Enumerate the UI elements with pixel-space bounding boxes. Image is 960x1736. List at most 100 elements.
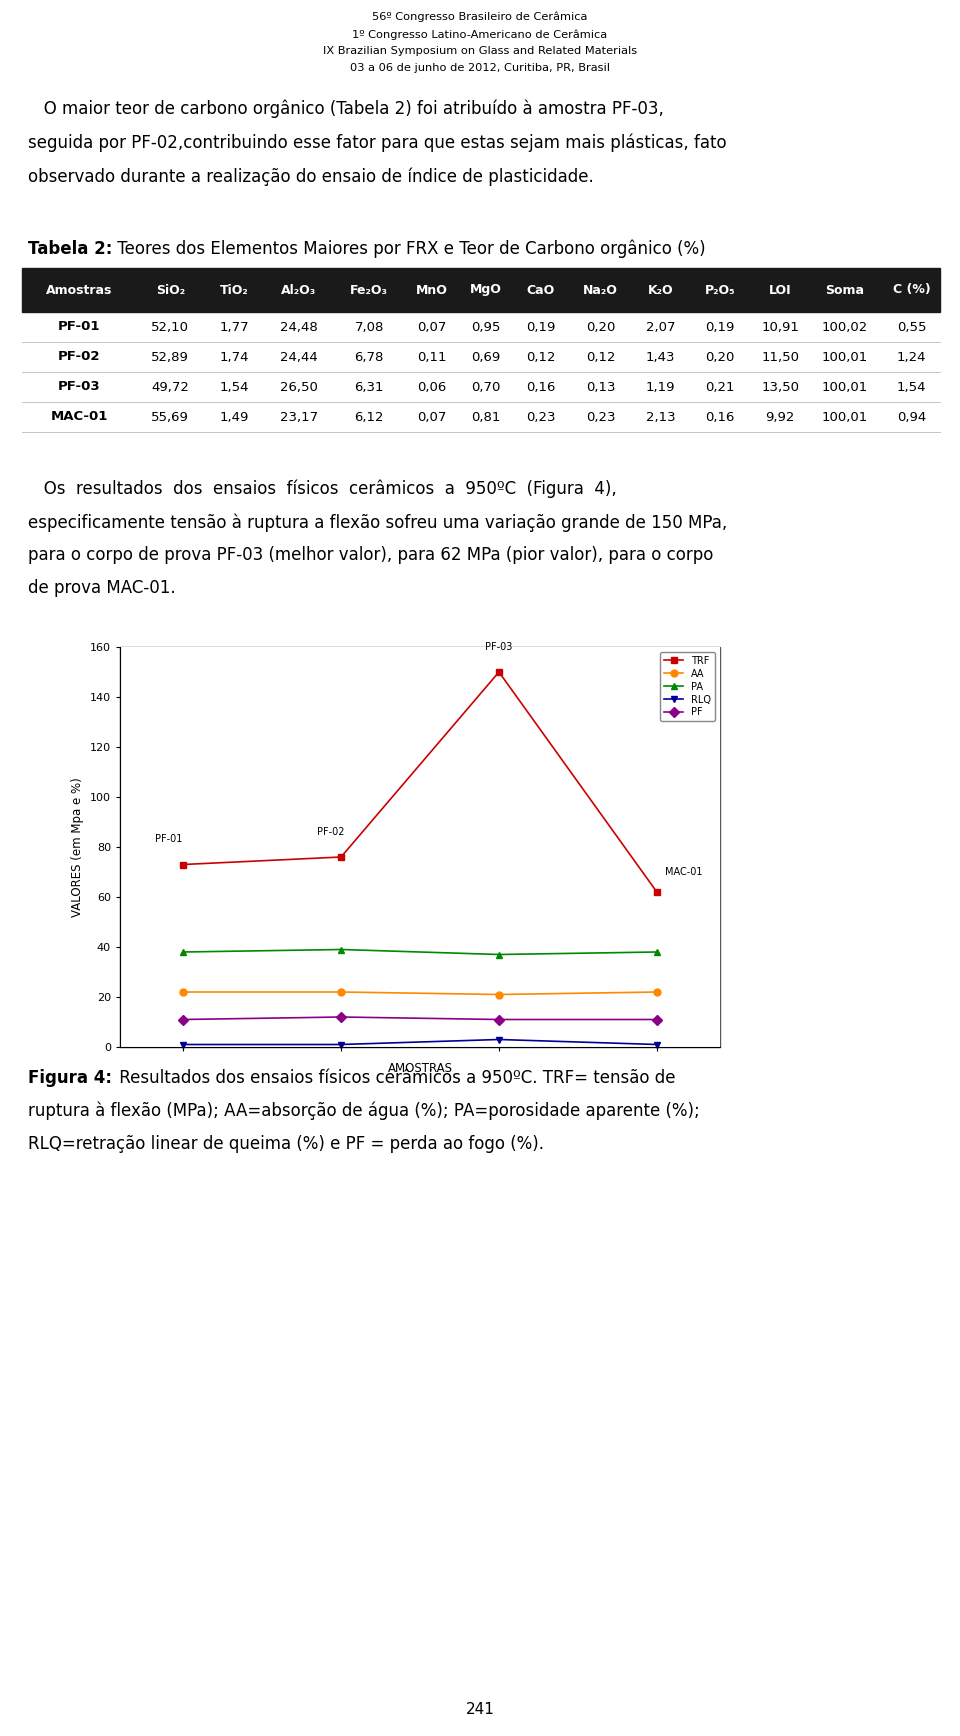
Text: Tabela 2:: Tabela 2: — [28, 240, 112, 259]
Text: PF-02: PF-02 — [58, 351, 101, 363]
Text: 11,50: 11,50 — [761, 351, 799, 363]
Text: 52,89: 52,89 — [152, 351, 189, 363]
Text: 2,07: 2,07 — [646, 321, 675, 333]
RLQ — [178, 1035, 189, 1055]
RLQ — [335, 1035, 347, 1055]
PF — [493, 1009, 505, 1029]
Text: 03 a 06 de junho de 2012, Curitiba, PR, Brasil: 03 a 06 de junho de 2012, Curitiba, PR, … — [350, 62, 610, 73]
TRF — [335, 847, 347, 868]
Text: 0,55: 0,55 — [897, 321, 926, 333]
Text: 0,16: 0,16 — [526, 380, 556, 394]
Text: Os  resultados  dos  ensaios  físicos  cerâmicos  a  950ºC  (Figura  4),: Os resultados dos ensaios físicos cerâmi… — [28, 479, 616, 498]
Y-axis label: VALORES (em Mpa e %): VALORES (em Mpa e %) — [71, 778, 84, 917]
Text: O maior teor de carbono orgânico (Tabela 2) foi atribuído à amostra PF-03,: O maior teor de carbono orgânico (Tabela… — [28, 101, 664, 118]
Text: seguida por PF-02,contribuindo esse fator para que estas sejam mais plásticas, f: seguida por PF-02,contribuindo esse fato… — [28, 134, 727, 153]
Line: PF: PF — [180, 1014, 660, 1023]
Text: CaO: CaO — [527, 283, 555, 297]
Text: Al₂O₃: Al₂O₃ — [281, 283, 317, 297]
PF — [178, 1009, 189, 1029]
Text: Na₂O: Na₂O — [583, 283, 618, 297]
PA — [651, 941, 662, 962]
Text: 0,16: 0,16 — [706, 410, 735, 424]
AA — [335, 981, 347, 1002]
Text: 1,43: 1,43 — [646, 351, 675, 363]
Text: 26,50: 26,50 — [280, 380, 318, 394]
X-axis label: AMOSTRAS: AMOSTRAS — [388, 1062, 452, 1075]
Text: 0,07: 0,07 — [417, 321, 446, 333]
Text: 10,91: 10,91 — [761, 321, 799, 333]
Text: 1,54: 1,54 — [897, 380, 926, 394]
Text: Fe₂O₃: Fe₂O₃ — [350, 283, 388, 297]
Text: 23,17: 23,17 — [280, 410, 318, 424]
Text: P₂O₅: P₂O₅ — [705, 283, 735, 297]
Text: PF-01: PF-01 — [155, 835, 182, 844]
AA — [493, 984, 505, 1005]
Text: 1,19: 1,19 — [646, 380, 675, 394]
Text: 6,78: 6,78 — [354, 351, 384, 363]
Text: 0,95: 0,95 — [471, 321, 501, 333]
PF — [335, 1007, 347, 1028]
Text: 56º Congresso Brasileiro de Cerâmica: 56º Congresso Brasileiro de Cerâmica — [372, 12, 588, 23]
Text: PF-03: PF-03 — [485, 642, 513, 653]
Text: 49,72: 49,72 — [152, 380, 189, 394]
Text: 0,11: 0,11 — [417, 351, 446, 363]
Text: 0,81: 0,81 — [471, 410, 501, 424]
Text: para o corpo de prova PF-03 (melhor valor), para 62 MPa (pior valor), para o cor: para o corpo de prova PF-03 (melhor valo… — [28, 547, 713, 564]
Text: 24,48: 24,48 — [280, 321, 318, 333]
Text: 0,20: 0,20 — [706, 351, 735, 363]
Line: AA: AA — [180, 988, 660, 998]
Text: K₂O: K₂O — [648, 283, 673, 297]
Text: 1,74: 1,74 — [219, 351, 249, 363]
Text: C (%): C (%) — [893, 283, 930, 297]
PA — [493, 944, 505, 965]
Text: IX Brazilian Symposium on Glass and Related Materials: IX Brazilian Symposium on Glass and Rela… — [323, 45, 637, 56]
Line: TRF: TRF — [180, 668, 660, 896]
Text: especificamente tensão à ruptura a flexão sofreu uma variação grande de 150 MPa,: especificamente tensão à ruptura a flexã… — [28, 514, 728, 531]
Text: 1º Congresso Latino-Americano de Cerâmica: 1º Congresso Latino-Americano de Cerâmic… — [352, 30, 608, 40]
Text: 55,69: 55,69 — [152, 410, 189, 424]
Text: ruptura à flexão (MPa); AA=absorção de água (%); PA=porosidade aparente (%);: ruptura à flexão (MPa); AA=absorção de á… — [28, 1102, 700, 1120]
Text: PF-03: PF-03 — [58, 380, 101, 394]
RLQ — [493, 1029, 505, 1050]
Text: PF-01: PF-01 — [58, 321, 101, 333]
Text: LOI: LOI — [769, 283, 791, 297]
TRF — [178, 854, 189, 875]
Text: 0,19: 0,19 — [526, 321, 556, 333]
TRF — [651, 882, 662, 903]
Text: 100,02: 100,02 — [822, 321, 868, 333]
Text: 6,12: 6,12 — [354, 410, 384, 424]
PA — [178, 941, 189, 962]
Text: TiO₂: TiO₂ — [220, 283, 249, 297]
Text: RLQ=retração linear de queima (%) e PF = perda ao fogo (%).: RLQ=retração linear de queima (%) e PF =… — [28, 1135, 544, 1153]
Text: 0,13: 0,13 — [586, 380, 615, 394]
Text: 24,44: 24,44 — [280, 351, 318, 363]
Bar — [22, 267, 940, 312]
Text: Teores dos Elementos Maiores por FRX e Teor de Carbono orgânico (%): Teores dos Elementos Maiores por FRX e T… — [112, 240, 706, 259]
Text: 6,31: 6,31 — [354, 380, 384, 394]
Text: 0,69: 0,69 — [471, 351, 501, 363]
Text: Figura 4:: Figura 4: — [28, 1069, 112, 1087]
Text: SiO₂: SiO₂ — [156, 283, 184, 297]
Text: 0,70: 0,70 — [471, 380, 501, 394]
Text: 1,24: 1,24 — [897, 351, 926, 363]
RLQ — [651, 1035, 662, 1055]
Text: 0,07: 0,07 — [417, 410, 446, 424]
Text: 1,54: 1,54 — [219, 380, 249, 394]
Text: 0,94: 0,94 — [897, 410, 926, 424]
Bar — [120, 648, 720, 1047]
Text: 7,08: 7,08 — [354, 321, 384, 333]
Text: de prova MAC-01.: de prova MAC-01. — [28, 580, 176, 597]
Text: MgO: MgO — [470, 283, 502, 297]
Legend: TRF, AA, PA, RLQ, PF: TRF, AA, PA, RLQ, PF — [660, 651, 715, 720]
Text: Soma: Soma — [826, 283, 865, 297]
Text: 0,21: 0,21 — [706, 380, 735, 394]
Text: MAC-01: MAC-01 — [51, 410, 108, 424]
Text: 0,19: 0,19 — [706, 321, 735, 333]
Text: MAC-01: MAC-01 — [664, 866, 702, 877]
Text: Resultados dos ensaios físicos cerâmicos a 950ºC. TRF= tensão de: Resultados dos ensaios físicos cerâmicos… — [114, 1069, 676, 1087]
Text: 52,10: 52,10 — [152, 321, 189, 333]
Text: MnO: MnO — [416, 283, 447, 297]
AA — [651, 981, 662, 1002]
Line: PA: PA — [180, 946, 660, 958]
PF — [651, 1009, 662, 1029]
